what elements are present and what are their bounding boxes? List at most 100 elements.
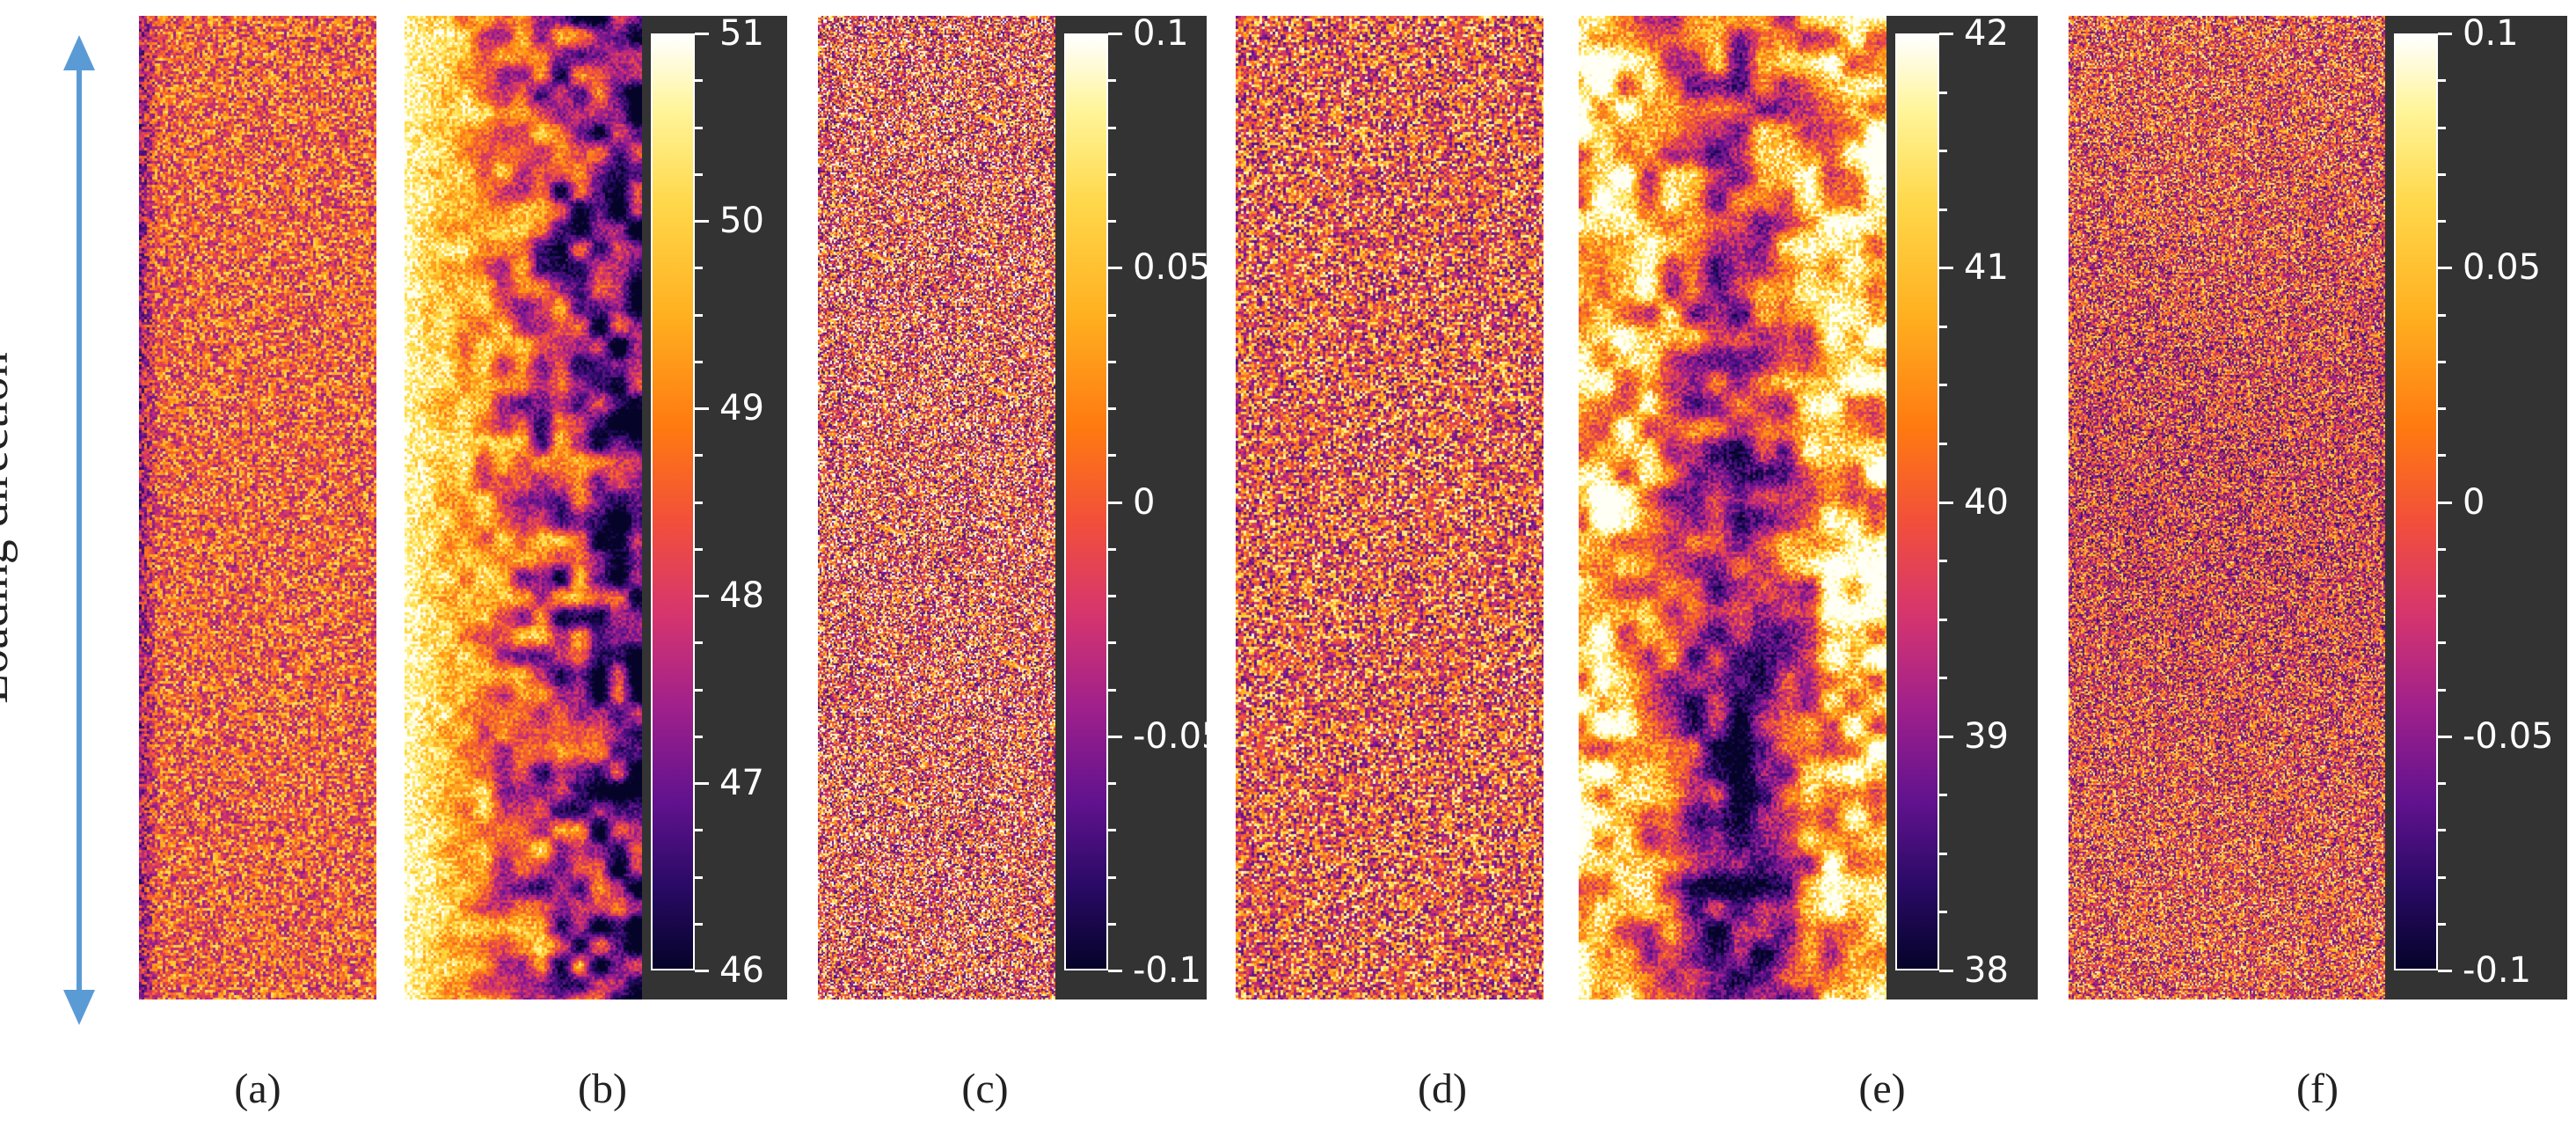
caption-f: (f) <box>2296 1065 2339 1112</box>
colorbar-e: 42 41 40 39 38 <box>1886 13 2038 1000</box>
colorbar-minor-tick <box>1939 208 1947 211</box>
colorbar-minor-tick <box>1108 922 1116 926</box>
colorbar-minor-tick <box>1108 360 1116 363</box>
colorbar-minor-tick <box>2438 688 2446 692</box>
colorbar-minor-tick <box>1108 641 1116 645</box>
colorbar-tick-label: 46 <box>719 950 764 991</box>
colorbar-minor-tick <box>695 313 703 317</box>
colorbar-minor-tick <box>1939 852 1947 855</box>
colorbar-tick-label: 47 <box>719 763 764 803</box>
colorbar-minor-tick <box>1108 875 1116 879</box>
colorbar-major-tick <box>2438 735 2452 738</box>
colorbar-major-tick <box>1939 501 1953 504</box>
colorbar-major-tick <box>1108 33 1122 35</box>
colorbar-major-tick <box>2438 33 2452 35</box>
colorbar-minor-tick <box>2438 360 2446 363</box>
caption-a: (a) <box>234 1065 281 1112</box>
colorbar-minor-tick <box>1939 618 1947 621</box>
colorbar-minor-tick <box>1108 79 1116 83</box>
colorbar-minor-tick <box>695 688 703 692</box>
panel-e-image <box>1579 16 1886 1000</box>
colorbar-minor-tick <box>1108 313 1116 317</box>
panel-c-image <box>818 16 1055 1000</box>
colorbar-major-tick <box>695 595 709 597</box>
colorbar-major-tick <box>2438 267 2452 270</box>
colorbar-tick-label: -0.05 <box>2463 715 2554 757</box>
colorbar-minor-tick <box>695 641 703 645</box>
colorbar-tick-label: 0.05 <box>1133 247 1212 289</box>
colorbar-tick-label: 51 <box>719 13 764 54</box>
colorbar-major-tick <box>1939 33 1953 35</box>
colorbar-minor-tick <box>2438 172 2446 176</box>
colorbar-tick-label: -0.1 <box>2463 950 2532 991</box>
colorbar-tick-label: -0.05 <box>1133 715 1224 757</box>
colorbar-tick-label: 0 <box>1133 481 1156 523</box>
caption-d: (d) <box>1418 1065 1467 1112</box>
caption-b: (b) <box>578 1065 627 1112</box>
colorbar-major-tick <box>1939 735 1953 738</box>
colorbar-minor-tick <box>2438 595 2446 597</box>
colorbar-minor-tick <box>2438 407 2446 410</box>
colorbar-minor-tick <box>695 829 703 832</box>
colorbar-tick-label: 0.1 <box>2463 13 2519 54</box>
colorbar-major-tick <box>1108 970 1122 972</box>
colorbar-minor-tick <box>2438 782 2446 785</box>
colorbar-minor-tick <box>1108 172 1116 176</box>
panel-b-image <box>405 16 642 1000</box>
colorbar-minor-tick <box>695 172 703 176</box>
colorbar-minor-tick <box>1108 829 1116 832</box>
colorbar-minor-tick <box>2438 922 2446 926</box>
colorbar-minor-tick <box>2438 79 2446 83</box>
colorbar-tick-label: 42 <box>1964 13 2009 54</box>
colorbar-minor-tick <box>695 922 703 926</box>
loading-direction-label: Loading direction <box>0 352 18 704</box>
colorbar-minor-tick <box>1108 782 1116 785</box>
colorbar-minor-tick <box>695 267 703 270</box>
colorbar-minor-tick <box>2438 313 2446 317</box>
colorbar-tick-label: 0.05 <box>2463 247 2542 289</box>
colorbar-minor-tick <box>1108 220 1116 223</box>
colorbar-minor-tick <box>2438 220 2446 223</box>
colorbar-tick-label: -0.1 <box>1133 950 1202 991</box>
colorbar-minor-tick <box>1939 677 1947 680</box>
caption-e: (e) <box>1858 1065 1906 1112</box>
colorbar-minor-tick <box>695 735 703 738</box>
colorbar-minor-tick <box>695 79 703 83</box>
colorbar-minor-tick <box>2438 547 2446 551</box>
panel-a-image <box>139 16 376 1000</box>
colorbar-minor-tick <box>1108 688 1116 692</box>
colorbar-major-tick <box>695 407 709 410</box>
colorbar-tick-label: 49 <box>719 388 764 428</box>
colorbar-major-tick <box>695 220 709 223</box>
colorbar-major-tick <box>1108 735 1122 738</box>
colorbar-major-tick <box>2438 970 2452 972</box>
colorbar-minor-tick <box>1108 547 1116 551</box>
colorbar-tick-label: 38 <box>1964 950 2009 991</box>
colorbar-minor-tick <box>695 126 703 129</box>
colorbar-minor-tick <box>695 547 703 551</box>
colorbar-minor-tick <box>1108 595 1116 597</box>
colorbar-minor-tick <box>2438 454 2446 458</box>
colorbar-c: 0.1 0.05 0 -0.05 -0.1 <box>1055 13 1224 1000</box>
colorbar-minor-tick <box>2438 829 2446 832</box>
colorbar-minor-tick <box>1939 384 1947 387</box>
colorbar-minor-tick <box>2438 641 2446 645</box>
colorbar-major-tick <box>695 33 709 35</box>
loading-direction-arrow <box>63 35 95 1025</box>
colorbar-minor-tick <box>1108 454 1116 458</box>
colorbar-tick-label: 50 <box>719 201 764 241</box>
colorbar-major-tick <box>1108 501 1122 504</box>
colorbar-b-gradient <box>651 33 695 970</box>
colorbar-tick-label: 0 <box>2463 481 2485 523</box>
colorbar-major-tick <box>1939 267 1953 270</box>
colorbar-tick-label: 39 <box>1964 715 2009 757</box>
colorbar-minor-tick <box>1939 150 1947 153</box>
colorbar-c-gradient <box>1064 33 1108 970</box>
colorbar-minor-tick <box>2438 126 2446 129</box>
colorbar-major-tick <box>1939 970 1953 972</box>
colorbar-tick-label: 41 <box>1964 247 2009 289</box>
colorbar-minor-tick <box>695 875 703 879</box>
colorbar-minor-tick <box>1939 560 1947 563</box>
colorbar-major-tick <box>695 782 709 785</box>
colorbar-minor-tick <box>1939 91 1947 94</box>
